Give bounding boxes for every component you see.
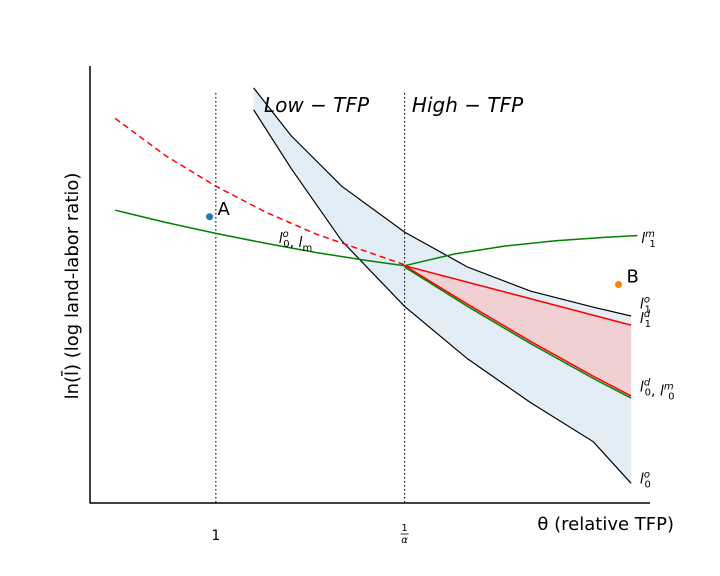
curve-label-lo0-lm: lo 0, lm [279,229,312,254]
series-upper-black [253,87,632,317]
series-lines [114,87,638,484]
series-red-upper [404,264,632,326]
point-label-b: B [627,267,639,288]
point-b [615,281,623,288]
x-axis-label: θ (relative TFP) [537,514,674,535]
shaded-region-1 [404,265,632,396]
vertical-reference-lines [215,93,406,503]
point-a [206,213,214,221]
y-axis-label: ln(l̄) (log land-labor ratio) [61,173,83,400]
curve-label-ld0-lm0: ld 0, lm 0 [640,378,675,403]
series-red-lower [404,265,632,397]
series-green-left [115,209,405,267]
curve-label-ld1: ld 1 [640,309,651,330]
curve-labels: Low − TFP High − TFP lo 0, lm lm 1 lo 1ld 1 ld 0, … [264,93,674,490]
point-label-a: A [218,199,231,220]
region-label-1: High − TFP [412,93,524,117]
svg-text:1: 1 [401,523,407,534]
series-green-upper [404,234,638,267]
series-green-lower [404,266,632,399]
curve-label-lm1: lm 1 [641,229,656,250]
data-points: AB [206,199,639,288]
axes: 1 1α [89,66,650,546]
svg-text:α: α [401,535,408,546]
region-label-0: Low − TFP [264,93,370,117]
series-lower-black [253,109,632,484]
series-red-dashed [114,117,405,266]
shaded-regions [253,87,632,484]
curve-label-lo0: lo 0 [640,469,651,490]
x-tick-label-0: 1 [211,528,220,544]
x-tick-label-1: 1α [400,523,409,546]
curve-label-lo1: lo 1 [640,295,651,316]
